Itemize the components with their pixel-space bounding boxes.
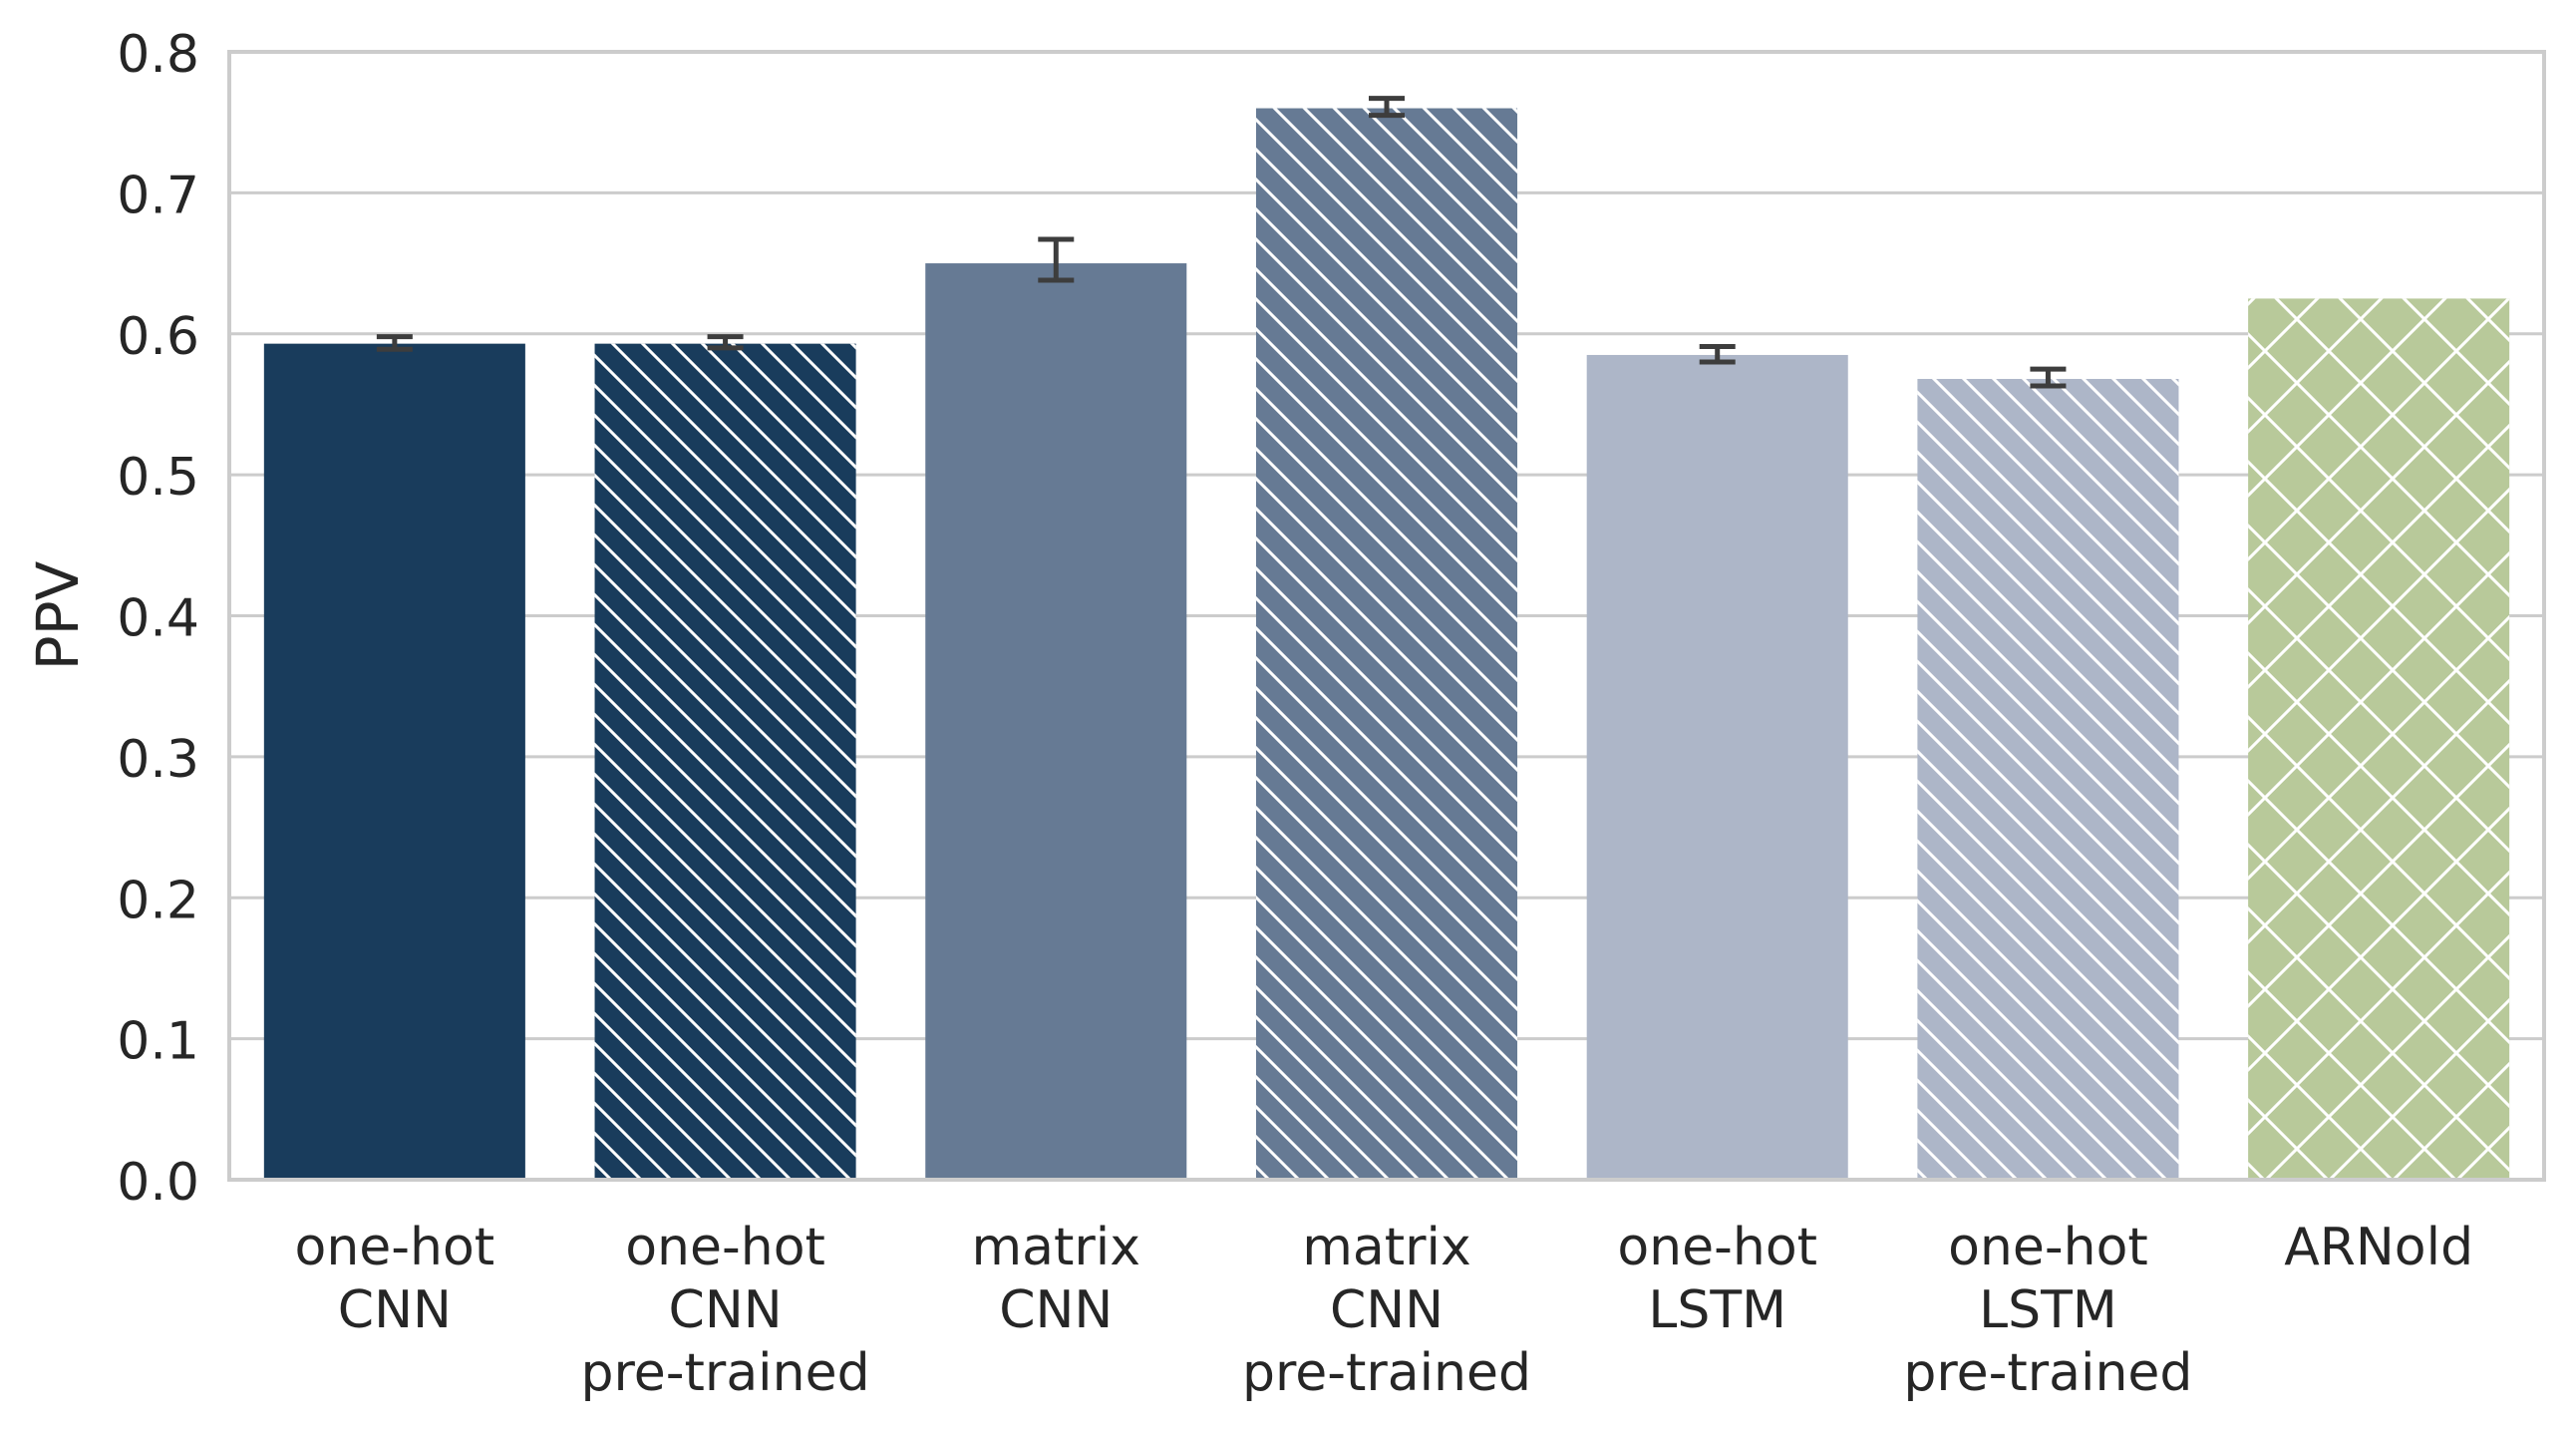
- x-tick-label: matrix: [1302, 1218, 1471, 1277]
- x-tick-label: LSTM: [1648, 1280, 1786, 1340]
- x-tick-label: pre-trained: [581, 1343, 870, 1403]
- x-tick-label: CNN: [669, 1280, 783, 1340]
- y-tick-label: 0.8: [117, 25, 199, 85]
- x-axis-ticks: one-hotCNNone-hotCNNpre-trainedmatrixCNN…: [295, 1218, 2474, 1403]
- x-tick-label: CNN: [999, 1280, 1113, 1340]
- x-tick-label: CNN: [1330, 1280, 1444, 1340]
- error-bar: [1038, 236, 1075, 283]
- y-tick-label: 0.3: [117, 730, 199, 790]
- y-tick-label: 0.7: [117, 166, 199, 225]
- x-tick-label: ARNold: [2284, 1218, 2473, 1277]
- x-tick-label: pre-trained: [1242, 1343, 1531, 1403]
- error-bars: [376, 96, 2067, 389]
- bar: [1586, 354, 1848, 1180]
- y-axis-ticks: 0.0 0.1 0.2 0.3 0.4 0.5 0.6 0.7 0.8: [117, 25, 199, 1213]
- x-tick-label: one-hot: [1617, 1218, 1817, 1277]
- bar-hatch: [1917, 378, 2179, 1180]
- y-tick-label: 0.0: [117, 1153, 199, 1213]
- error-bar: [1699, 343, 1736, 365]
- x-tick-label: matrix: [972, 1218, 1141, 1277]
- bar-hatch: [2248, 298, 2510, 1180]
- x-tick-label: CNN: [338, 1280, 452, 1340]
- y-tick-label: 0.4: [117, 589, 199, 649]
- bar: [925, 263, 1187, 1180]
- y-tick-label: 0.2: [117, 871, 199, 930]
- bar-hatch: [594, 343, 856, 1180]
- error-bar: [707, 334, 744, 351]
- x-tick-label: one-hot: [625, 1218, 825, 1277]
- bars: [263, 108, 2510, 1180]
- error-bar: [376, 334, 413, 352]
- bar: [263, 343, 525, 1180]
- x-tick-label: one-hot: [295, 1218, 495, 1277]
- x-tick-label: pre-trained: [1903, 1343, 2192, 1403]
- x-tick-label: one-hot: [1948, 1218, 2148, 1277]
- x-tick-label: LSTM: [1979, 1280, 2117, 1340]
- plot-frame: [227, 50, 2546, 1182]
- y-axis-label: PPV: [24, 560, 92, 670]
- error-bar: [2030, 366, 2067, 389]
- y-tick-label: 0.1: [117, 1012, 199, 1072]
- error-bar: [1369, 96, 1405, 119]
- y-tick-label: 0.6: [117, 307, 199, 367]
- bar-hatch: [1255, 108, 1518, 1180]
- y-tick-label: 0.5: [117, 448, 199, 508]
